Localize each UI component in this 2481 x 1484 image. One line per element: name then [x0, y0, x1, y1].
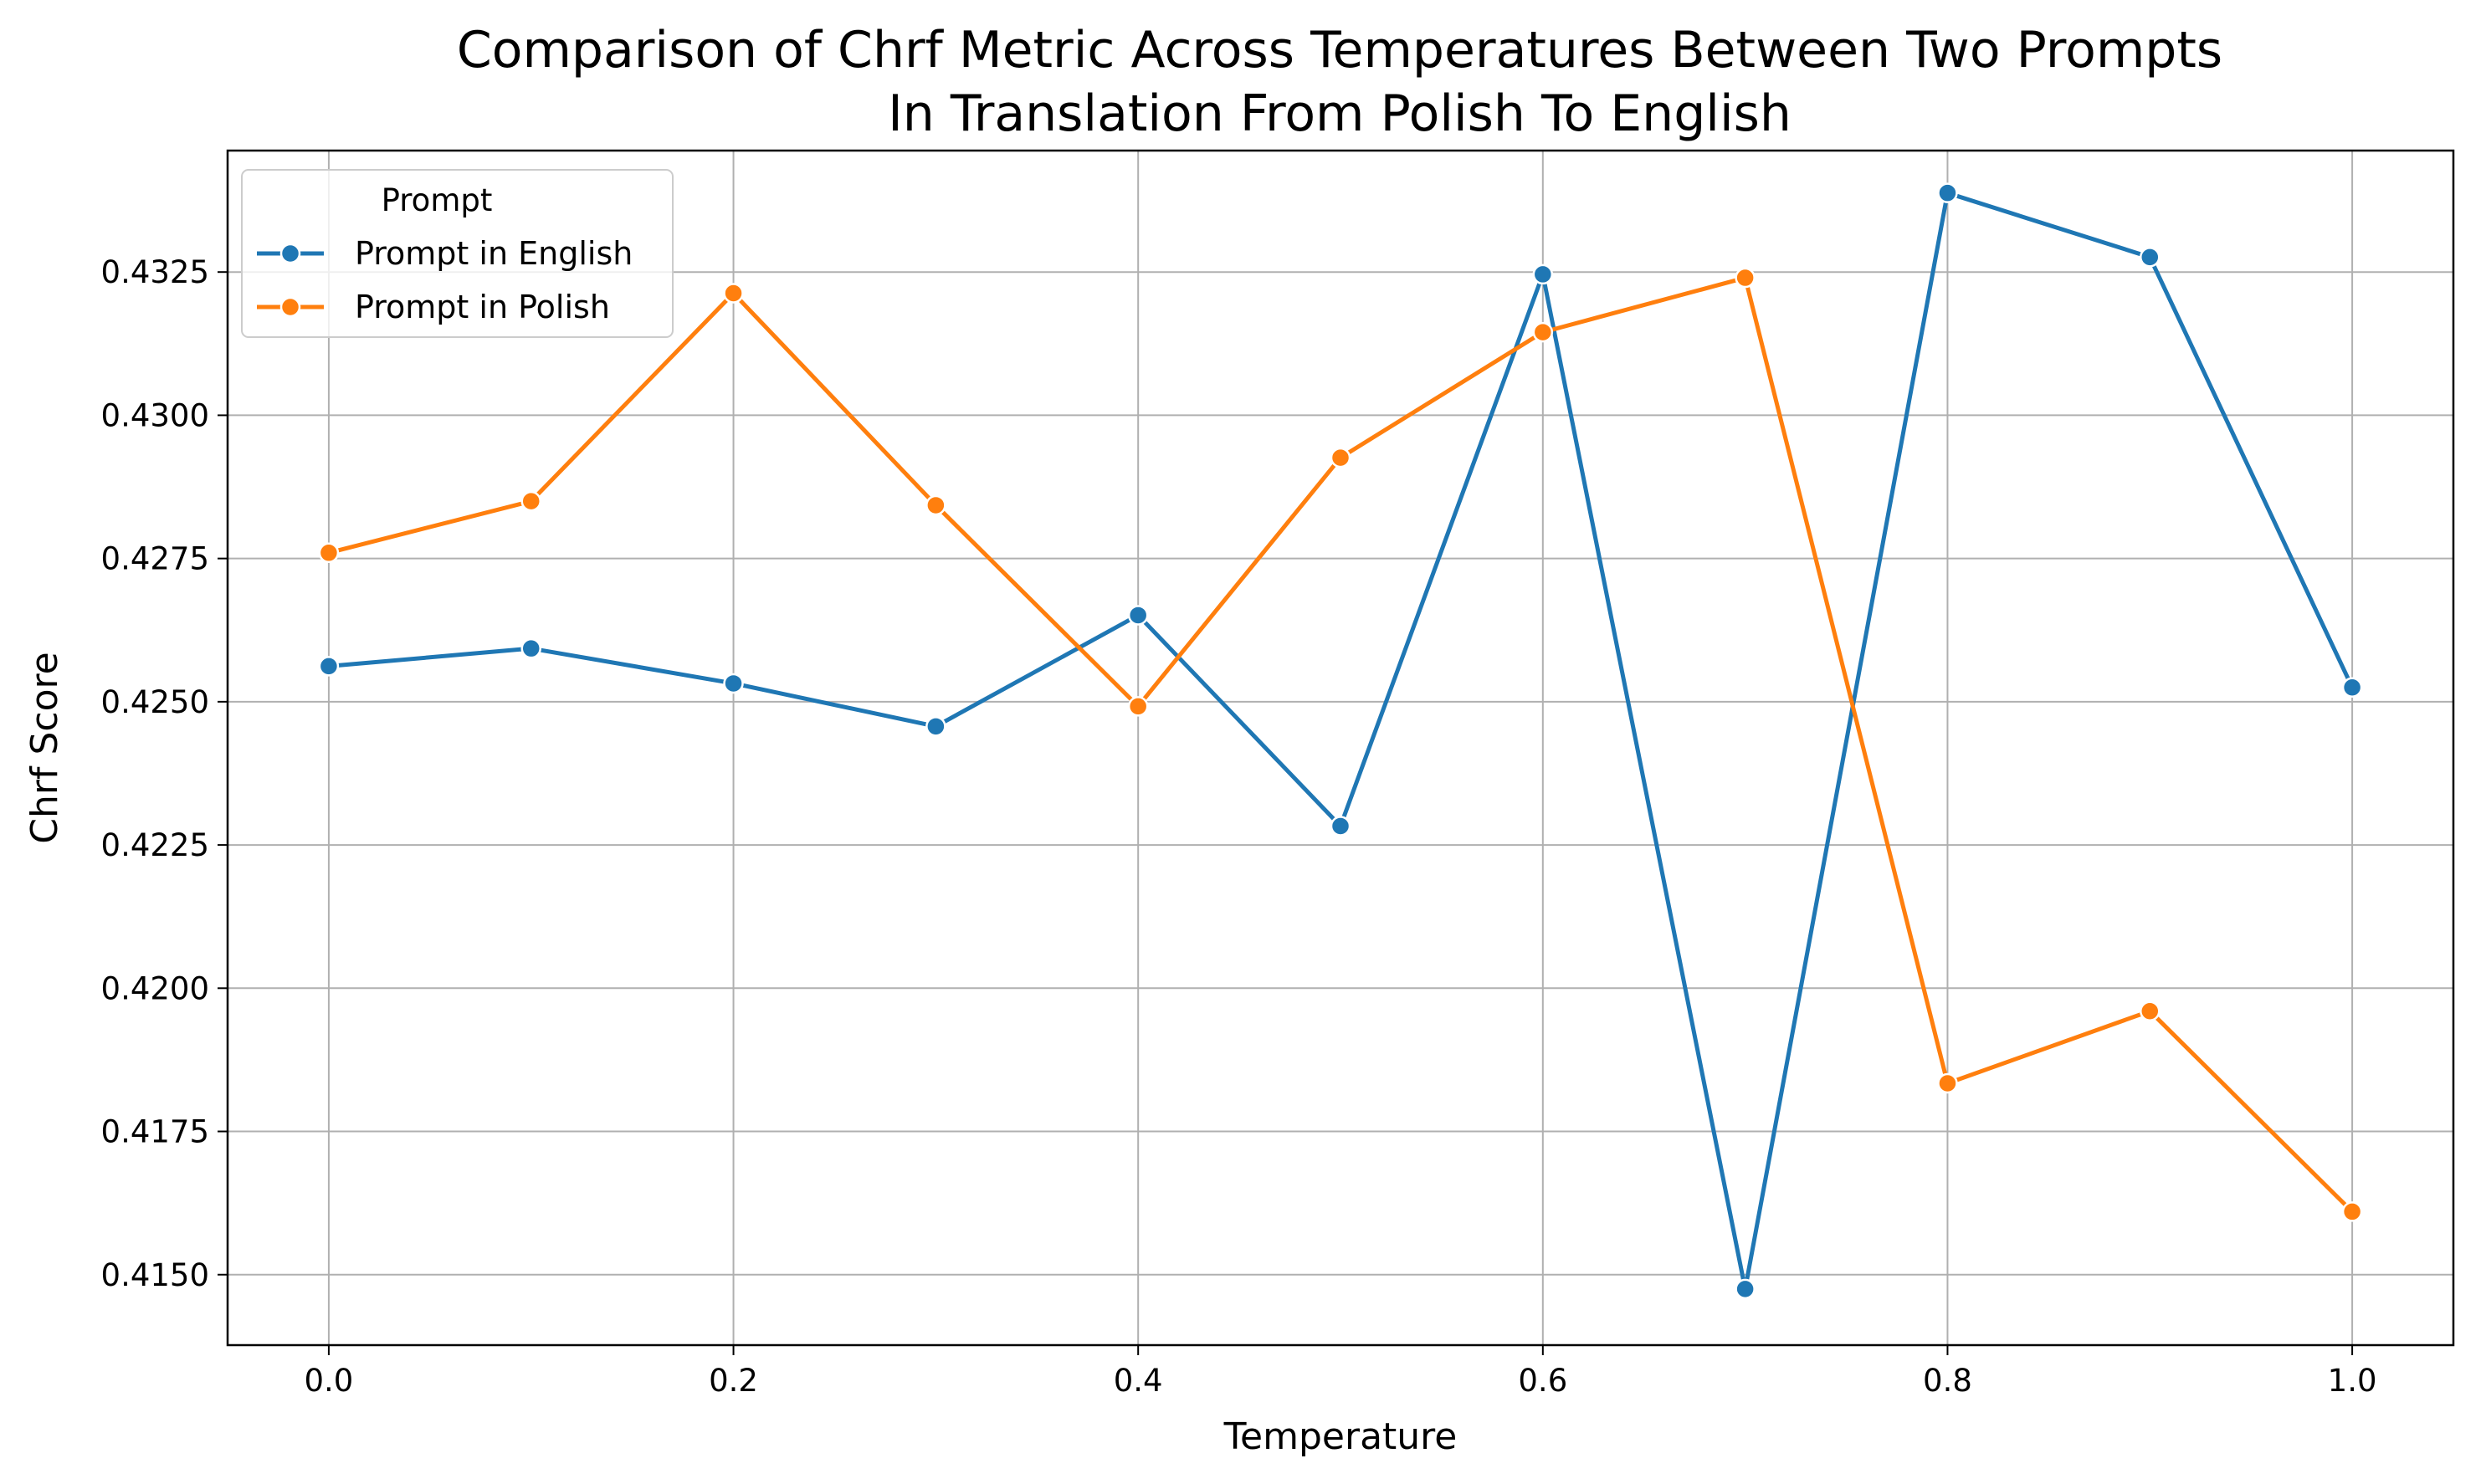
data-point: [1735, 1278, 1756, 1300]
chart-title-line-2: In Translation From Polish To English: [888, 84, 1792, 143]
legend-label: Prompt in English: [355, 235, 633, 272]
x-tick-label: 0.2: [709, 1363, 758, 1399]
data-point: [1330, 447, 1351, 468]
data-point: [925, 716, 946, 737]
chart-title-line-1: Comparison of Chrf Metric Across Tempera…: [457, 21, 2222, 79]
x-tick-label: 0.8: [1923, 1363, 1972, 1399]
data-point: [1330, 816, 1351, 837]
y-tick-label: 0.4250: [101, 684, 209, 720]
data-point: [1127, 696, 1149, 717]
legend-box: [241, 169, 674, 338]
legend-label: Prompt in Polish: [355, 289, 610, 325]
x-axis-label: Temperature: [1223, 1415, 1458, 1458]
data-point: [1532, 264, 1554, 285]
x-tick-label: 0.6: [1518, 1363, 1567, 1399]
series-prompt-in-english: [318, 182, 2363, 1300]
y-tick-label: 0.4325: [101, 254, 209, 290]
data-point: [1937, 182, 1958, 203]
x-tick-label: 1.0: [2328, 1363, 2377, 1399]
data-point: [925, 494, 946, 516]
y-axis-label: Chrf Score: [23, 652, 66, 843]
data-point: [1735, 267, 1756, 289]
data-point: [520, 490, 541, 512]
data-point: [2341, 677, 2363, 698]
legend-entry: Prompt in English: [257, 235, 633, 272]
y-tick-label: 0.4275: [101, 541, 209, 577]
legend-entry: Prompt in Polish: [257, 289, 610, 325]
data-point: [2140, 247, 2161, 268]
legend: Prompt Prompt in English Prompt in Polish: [241, 169, 674, 338]
grid: [228, 151, 2453, 1345]
series-layer: [318, 182, 2363, 1300]
x-tick-label: 0.4: [1114, 1363, 1163, 1399]
data-point: [318, 656, 340, 677]
y-tick-label: 0.4300: [101, 397, 209, 433]
data-point: [2341, 1201, 2363, 1222]
data-point: [723, 283, 744, 304]
y-tick-label: 0.4175: [101, 1114, 209, 1150]
legend-title: Prompt: [382, 182, 493, 218]
data-point: [2140, 1000, 2161, 1021]
y-tick-label: 0.4200: [101, 970, 209, 1006]
x-tick-label: 0.0: [304, 1363, 353, 1399]
y-tick-label: 0.4150: [101, 1257, 209, 1293]
data-point: [723, 673, 744, 694]
series-line: [328, 275, 2354, 1214]
data-point: [318, 542, 340, 564]
data-point: [1937, 1072, 1958, 1094]
legend-marker: [279, 243, 301, 264]
data-point: [1532, 321, 1554, 343]
series-line: [328, 191, 2355, 1292]
data-point: [1127, 605, 1149, 626]
y-tick-label: 0.4225: [101, 827, 209, 863]
ticks: 0.0 0.2 0.4 0.6 0.8 1.0 0.4150 0.4175 0.4200 0.42…: [101, 254, 2377, 1399]
legend-marker: [279, 296, 301, 318]
series-prompt-in-polish: [318, 267, 2363, 1222]
plot-frame: [226, 149, 2455, 1347]
data-point: [520, 637, 541, 659]
